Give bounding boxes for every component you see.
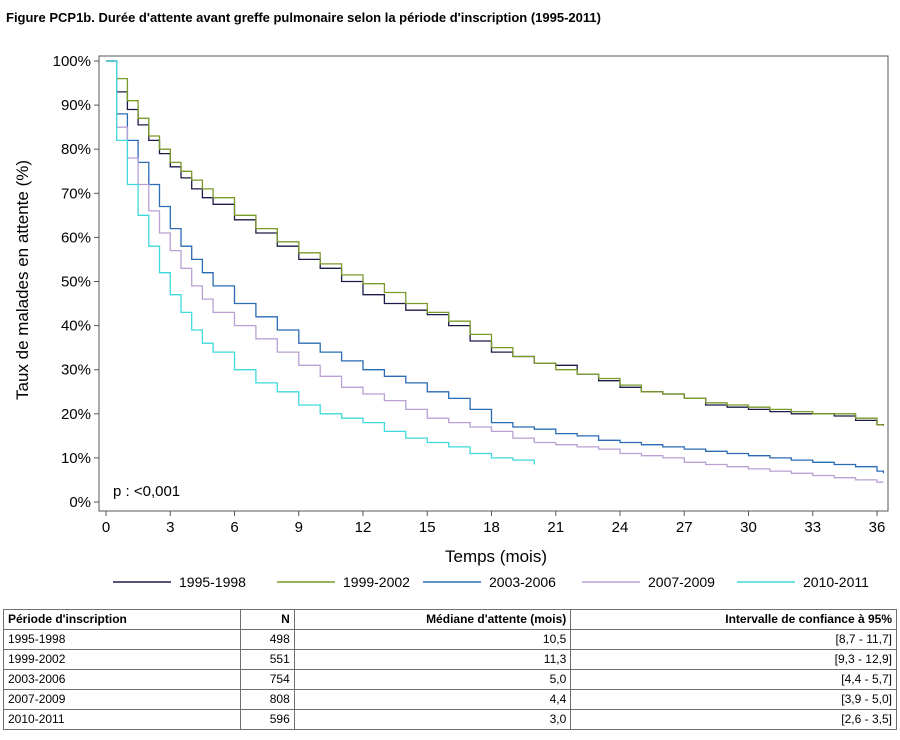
x-tick-label: 21 [547,519,564,536]
cell-median: 3,0 [293,709,572,730]
y-tick-label: 80% [61,141,91,158]
cell-ci: [4,4 - 5,7] [570,669,897,690]
cell-period: 2010-2011 [3,709,241,730]
x-tick-label: 33 [804,519,821,536]
cell-period: 1995-1998 [3,629,241,650]
cell-n: 754 [239,669,295,690]
col-header-ci: Intervalle de confiance à 95% [570,609,897,630]
x-tick-label: 30 [740,519,757,536]
cell-n: 551 [239,649,295,670]
table-header-row: Période d'inscription N Médiane d'attent… [3,609,897,630]
cell-period: 2007-2009 [3,689,241,710]
table-row: 2007-2009 808 4,4 [3,9 - 5,0] [3,689,897,710]
x-axis: 0 3 6 9 12 15 18 21 24 27 30 33 36 [102,511,886,536]
x-tick-label: 27 [676,519,693,536]
cell-ci: [8,7 - 11,7] [570,629,897,650]
table-row: 2003-2006 754 5,0 [4,4 - 5,7] [3,669,897,690]
legend-label: 2010-2011 [803,574,869,590]
y-tick-label: 60% [61,229,91,246]
legend-label: 2003-2006 [489,574,556,590]
y-tick-label: 90% [61,97,91,114]
legend: 1995-1998 1999-2002 2003-2006 2007-2009 2010… [113,574,869,590]
col-header-n: N [239,609,295,630]
x-tick-label: 0 [102,519,110,536]
x-tick-label: 3 [166,519,174,536]
cell-n: 596 [239,709,295,730]
col-header-period: Période d'inscription [3,609,241,630]
survival-chart: 0%10%20%30%40%50%60%70%80%90%100% 0 3 6 9 12… [13,53,889,590]
x-tick-label: 9 [295,519,303,536]
cell-median: 11,3 [293,649,572,670]
series-line-1995-1998 [106,60,885,426]
x-tick-label: 12 [355,519,372,536]
series-lines [106,60,885,483]
x-tick-label: 36 [869,519,886,536]
p-value-annotation: p : <0,001 [113,483,180,500]
cell-median: 4,4 [293,689,572,710]
cell-ci: [3,9 - 5,0] [570,689,897,710]
legend-label: 2007-2009 [648,574,715,590]
x-tick-label: 18 [483,519,500,536]
cell-ci: [9,3 - 12,9] [570,649,897,670]
cell-median: 5,0 [293,669,572,690]
cell-median: 10,5 [293,629,572,650]
y-tick-label: 40% [61,318,91,335]
y-axis-label: Taux de malades en attente (%) [13,160,32,400]
series-line-2010-2011 [106,60,535,465]
y-tick-label: 30% [61,362,91,379]
cell-n: 498 [239,629,295,650]
series-line-2007-2009 [106,60,884,483]
y-tick-label: 10% [61,450,91,467]
cell-period: 2003-2006 [3,669,241,690]
x-axis-label: Temps (mois) [445,547,547,566]
x-tick-label: 15 [419,519,436,536]
series-line-1999-2002 [106,60,885,426]
col-header-median: Médiane d'attente (mois) [293,609,572,630]
y-tick-label: 50% [61,274,91,291]
legend-label: 1995-1998 [179,574,246,590]
figure-title: Figure PCP1b. Durée d'attente avant gref… [6,10,601,25]
y-axis: 0% 10% 20% 30% 40% 50% 60% 70% 80% 90% 100% [53,53,99,511]
table-row: 1999-2002 551 11,3 [9,3 - 12,9] [3,649,897,670]
plot-frame [98,55,889,512]
x-tick-label: 6 [230,519,238,536]
table-row: 2010-2011 596 3,0 [2,6 - 3,5] [3,709,897,730]
cell-period: 1999-2002 [3,649,241,670]
series-line-2003-2006 [106,60,885,474]
y-tick-label: 20% [61,406,91,423]
median-wait-table: Période d'inscription N Médiane d'attent… [3,609,897,730]
table-row: 1995-1998 498 10,5 [8,7 - 11,7] [3,629,897,650]
cell-n: 808 [239,689,295,710]
y-tick-label: 0% [69,494,91,511]
cell-ci: [2,6 - 3,5] [570,709,897,730]
y-tick-label: 100% [53,53,91,70]
y-tick-label: 70% [61,185,91,202]
legend-label: 1999-2002 [343,574,410,590]
x-tick-label: 24 [612,519,629,536]
